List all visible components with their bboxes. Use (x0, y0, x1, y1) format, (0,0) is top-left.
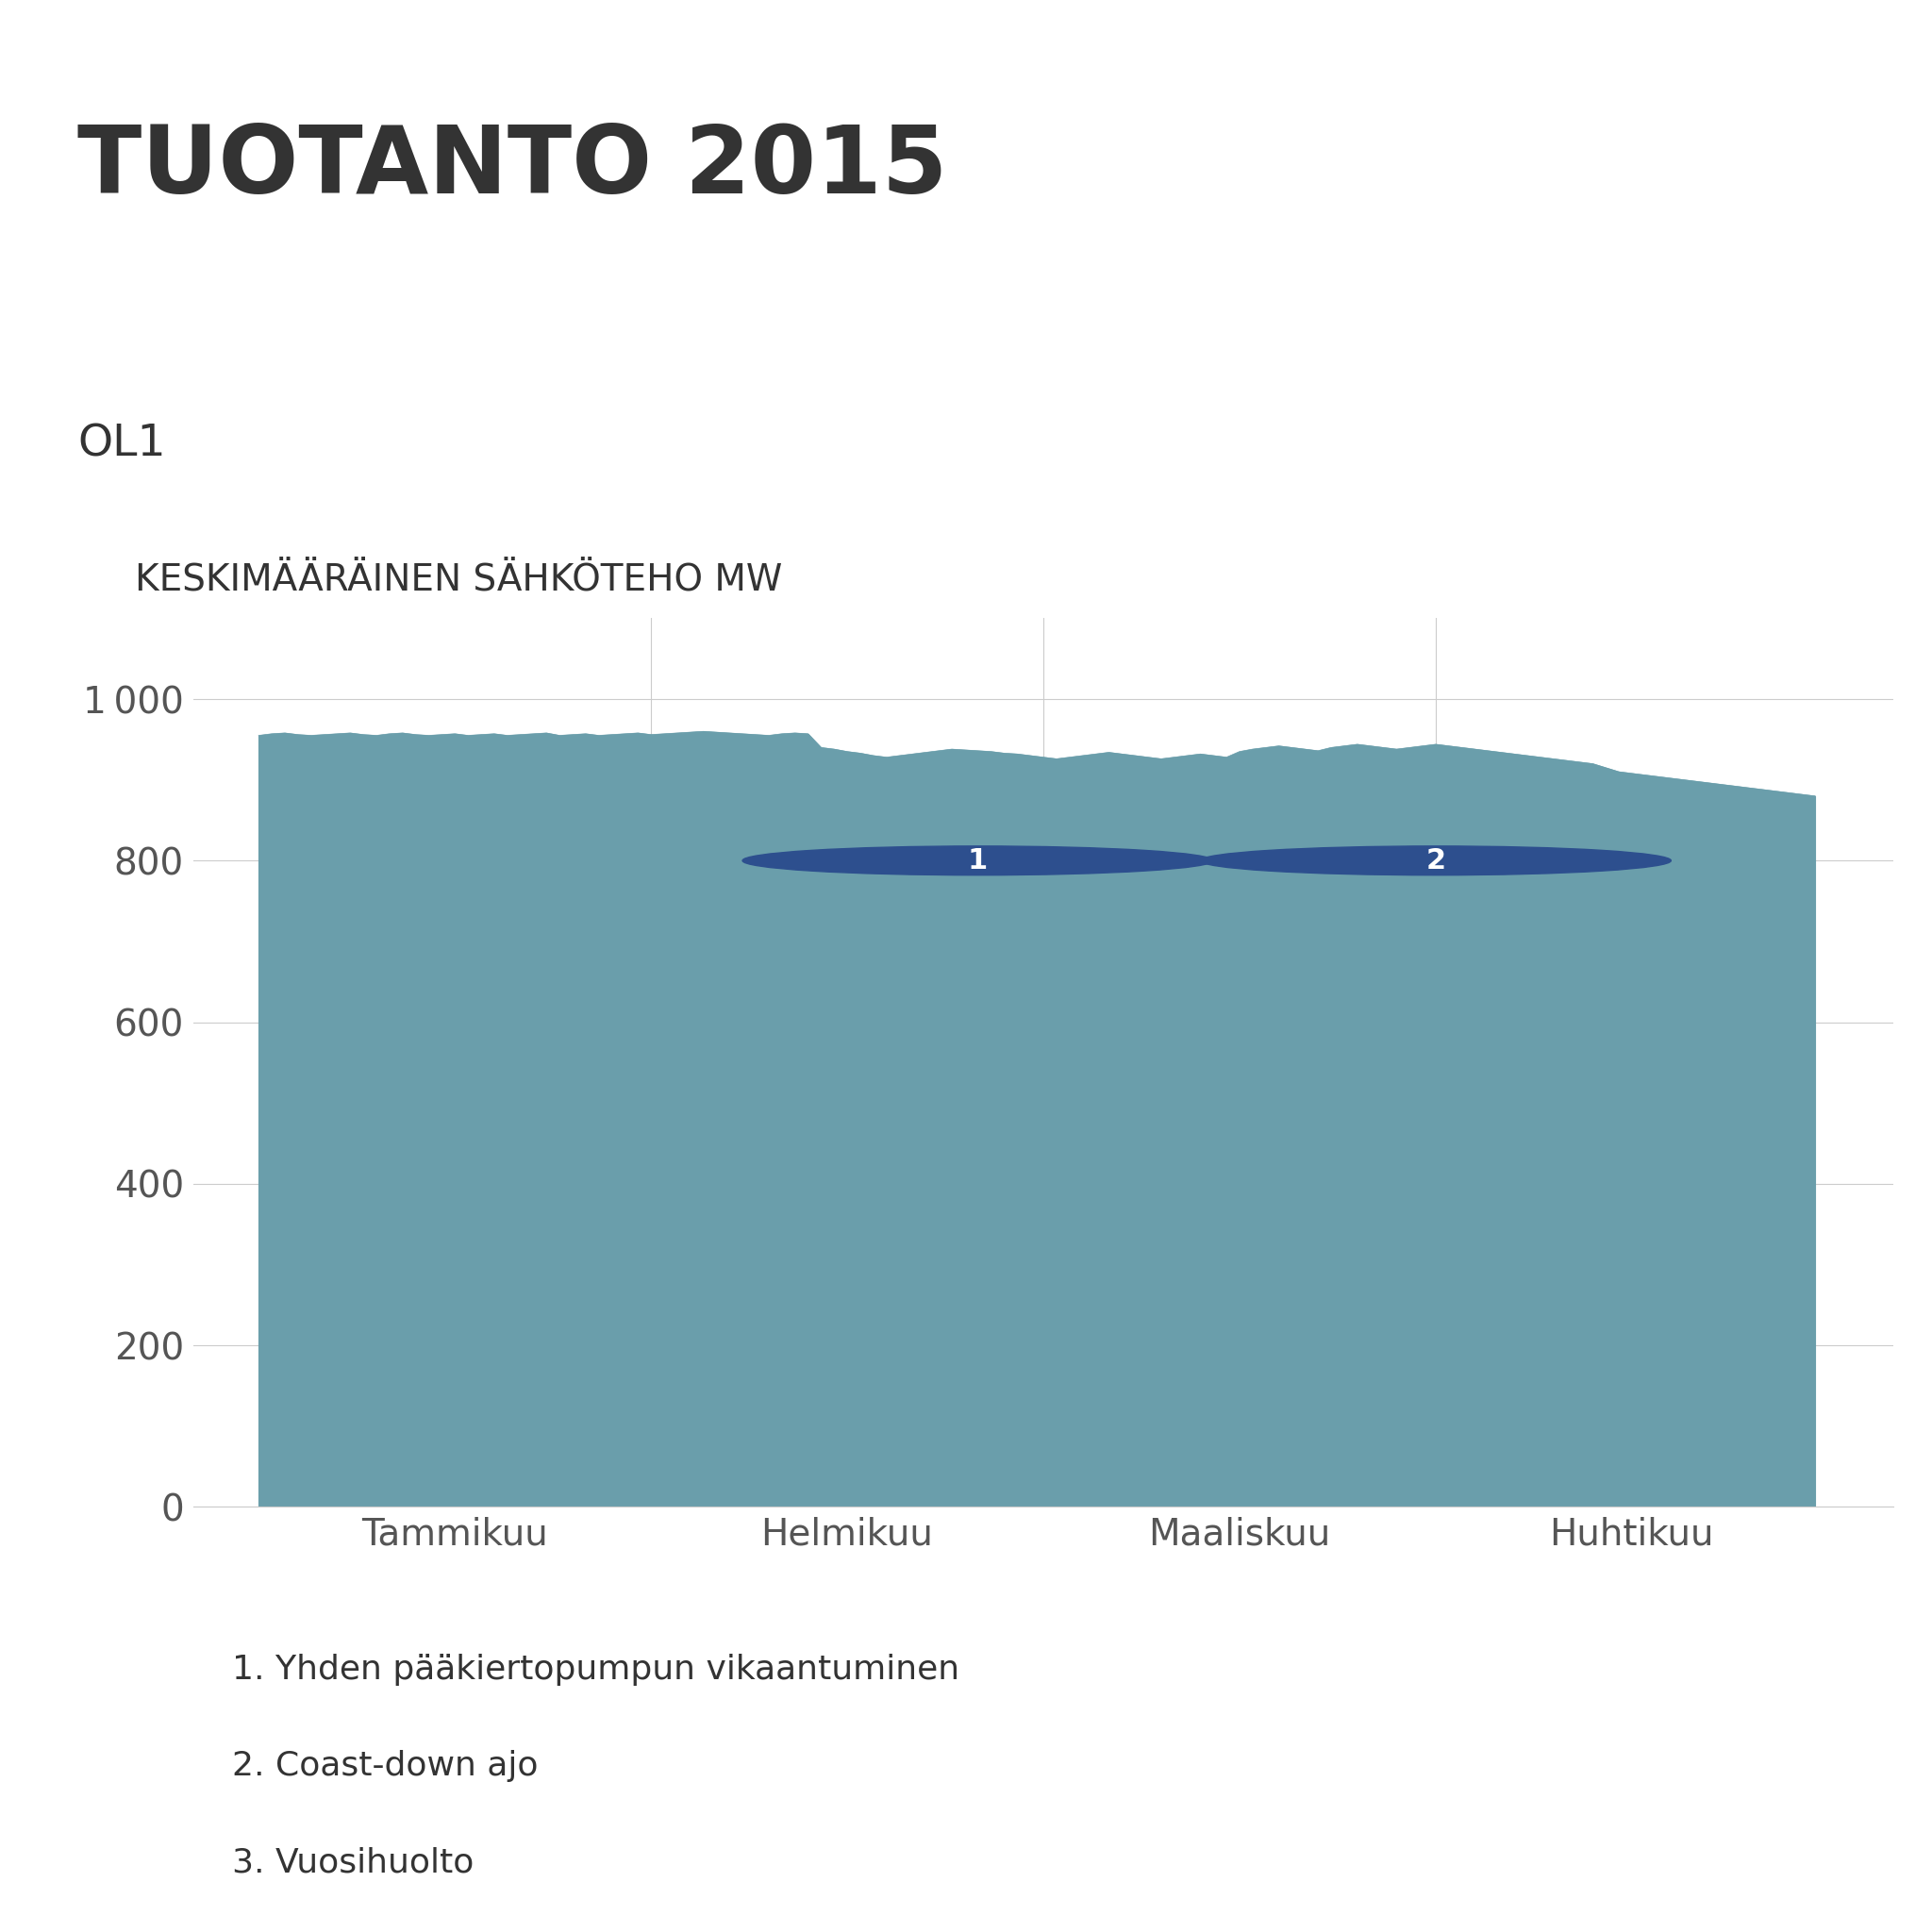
Text: KESKIMÄÄRÄINEN SÄHKÖTEHO MW: KESKIMÄÄRÄINEN SÄHKÖTEHO MW (135, 562, 782, 597)
Circle shape (742, 846, 1213, 875)
Text: 2. Coast-down ajo: 2. Coast-down ajo (232, 1750, 537, 1783)
Text: 1. Yhden pääkiertopumpun vikaantuminen: 1. Yhden pääkiertopumpun vikaantuminen (232, 1654, 960, 1687)
Text: OL1: OL1 (77, 423, 166, 466)
Circle shape (1200, 846, 1671, 875)
Text: 3. Vuosihuolto: 3. Vuosihuolto (232, 1847, 473, 1880)
Text: 2: 2 (1426, 846, 1445, 875)
Text: TUOTANTO 2015: TUOTANTO 2015 (77, 122, 947, 213)
Text: 1: 1 (968, 846, 987, 875)
